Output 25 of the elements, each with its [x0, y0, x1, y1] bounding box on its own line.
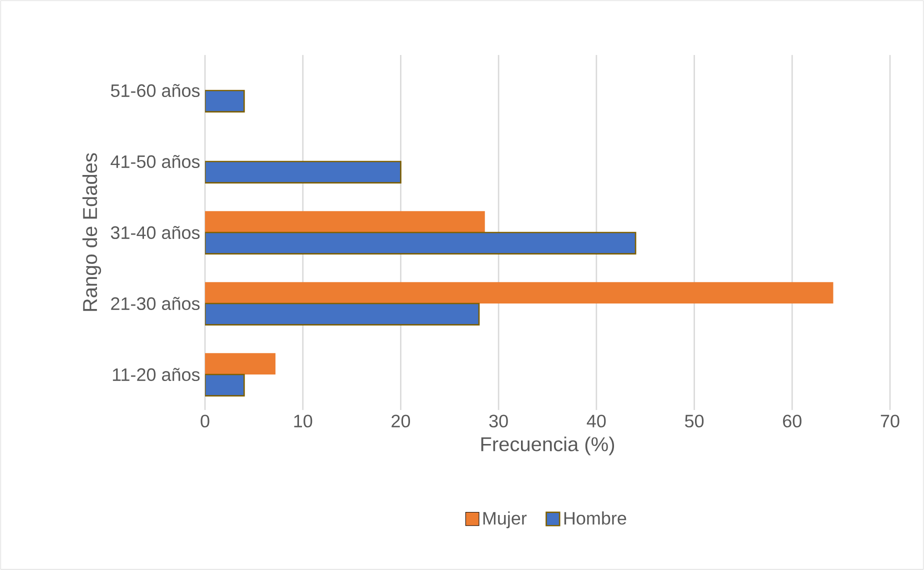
x-tick-label: 60	[783, 414, 802, 428]
y-tick-label: 31-40 años	[110, 226, 200, 240]
x-tick-label: 30	[489, 414, 508, 428]
y-tick-label: 21-30 años	[111, 296, 200, 310]
legend-label: Mujer	[483, 511, 527, 528]
y-tick-label: 41-50 años	[110, 154, 200, 168]
x-tick-label: 40	[586, 414, 606, 428]
bar	[205, 160, 402, 184]
bar	[205, 90, 245, 112]
bar	[205, 302, 480, 326]
x-tick-label: 50	[684, 414, 704, 428]
bar	[205, 232, 636, 254]
y-axis-title: Rango de Edades	[82, 153, 102, 311]
x-tick-label: 70	[880, 414, 900, 428]
bar	[205, 211, 485, 232]
bar	[205, 374, 245, 396]
x-axis-title: Frecuencia (%)	[481, 436, 614, 456]
y-tick-label: 51-60 años	[110, 84, 200, 98]
legend-label: Hombre	[564, 511, 626, 525]
bar	[205, 282, 834, 304]
x-tick-label: 10	[294, 414, 312, 428]
x-tick-label: 0	[200, 414, 210, 428]
y-tick-label: 11-20 años	[112, 368, 200, 382]
bar	[205, 353, 276, 374]
x-tick-label: 20	[392, 414, 410, 428]
